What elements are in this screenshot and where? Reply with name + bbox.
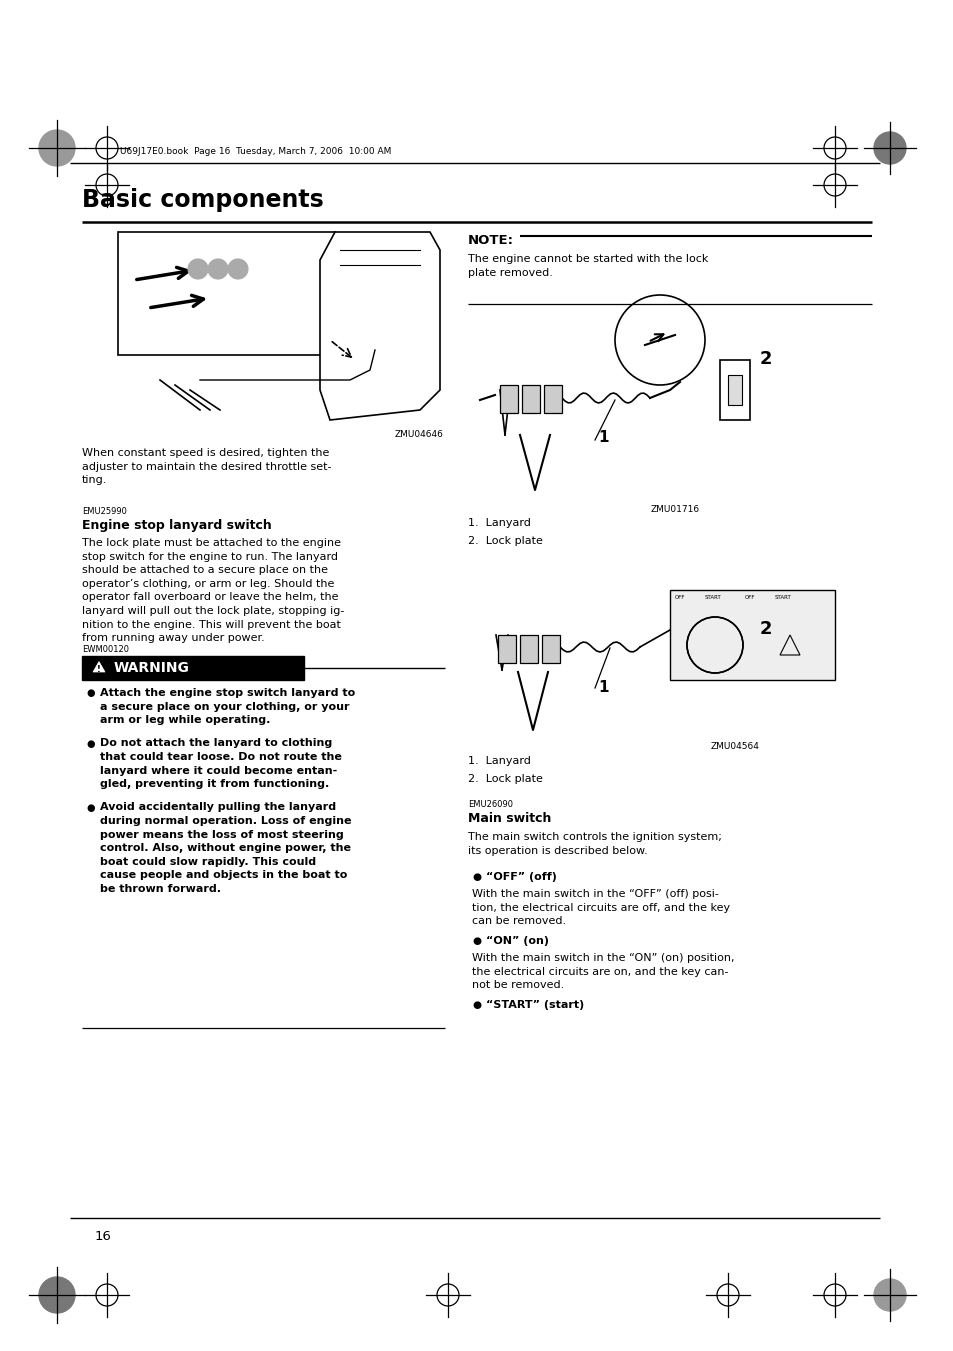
Text: ●: ● xyxy=(472,936,480,946)
Bar xyxy=(541,635,559,663)
Text: 1: 1 xyxy=(598,430,608,444)
Bar xyxy=(499,385,517,413)
Text: 2.  Lock plate: 2. Lock plate xyxy=(468,536,542,546)
Circle shape xyxy=(228,259,248,280)
Circle shape xyxy=(873,1279,905,1310)
Text: 2.  Lock plate: 2. Lock plate xyxy=(468,774,542,784)
Ellipse shape xyxy=(360,349,409,372)
Text: Do not attach the lanyard to clothing
that could tear loose. Do not route the
la: Do not attach the lanyard to clothing th… xyxy=(100,739,341,789)
Bar xyxy=(519,635,537,663)
Text: ●: ● xyxy=(86,802,94,812)
Bar xyxy=(543,385,561,413)
Text: NOTE:: NOTE: xyxy=(468,234,514,247)
Text: 2: 2 xyxy=(760,350,772,367)
Bar xyxy=(497,635,516,663)
Circle shape xyxy=(188,259,208,280)
Text: OFF: OFF xyxy=(744,594,755,600)
Text: START: START xyxy=(704,594,721,600)
Text: Engine stop lanyard switch: Engine stop lanyard switch xyxy=(82,519,272,532)
Polygon shape xyxy=(92,662,105,671)
Circle shape xyxy=(39,130,75,166)
Text: 1.  Lanyard: 1. Lanyard xyxy=(468,757,530,766)
Bar xyxy=(720,359,749,420)
Text: 2: 2 xyxy=(760,620,772,638)
Circle shape xyxy=(208,259,228,280)
Text: ZMU04646: ZMU04646 xyxy=(395,430,443,439)
Circle shape xyxy=(873,132,905,163)
Text: The lock plate must be attached to the engine
stop switch for the engine to run.: The lock plate must be attached to the e… xyxy=(82,538,344,643)
Text: U69J17E0.book  Page 16  Tuesday, March 7, 2006  10:00 AM: U69J17E0.book Page 16 Tuesday, March 7, … xyxy=(120,147,391,157)
Text: “OFF” (off): “OFF” (off) xyxy=(485,871,557,882)
Bar xyxy=(727,376,741,405)
Text: Basic components: Basic components xyxy=(82,188,323,212)
Text: ●: ● xyxy=(472,1000,480,1011)
Text: START: START xyxy=(774,594,791,600)
Text: ●: ● xyxy=(472,871,480,882)
Text: Attach the engine stop switch lanyard to
a secure place on your clothing, or you: Attach the engine stop switch lanyard to… xyxy=(100,688,355,725)
Circle shape xyxy=(39,1277,75,1313)
Bar xyxy=(82,657,304,680)
Polygon shape xyxy=(319,232,439,420)
Text: ZMU01716: ZMU01716 xyxy=(650,505,700,513)
Text: EWM00120: EWM00120 xyxy=(82,644,129,654)
Text: ●: ● xyxy=(86,688,94,698)
Text: “ON” (on): “ON” (on) xyxy=(485,936,548,946)
Text: With the main switch in the “OFF” (off) posi-
tion, the electrical circuits are : With the main switch in the “OFF” (off) … xyxy=(472,889,729,927)
Bar xyxy=(118,232,335,355)
Bar xyxy=(521,385,539,413)
Text: “START” (start): “START” (start) xyxy=(485,1000,583,1011)
Bar xyxy=(669,590,834,680)
Text: The engine cannot be started with the lock
plate removed.: The engine cannot be started with the lo… xyxy=(468,254,708,277)
Text: EMU26090: EMU26090 xyxy=(468,800,513,809)
Text: With the main switch in the “ON” (on) position,
the electrical circuits are on, : With the main switch in the “ON” (on) po… xyxy=(472,952,734,990)
Text: Main switch: Main switch xyxy=(468,812,551,825)
Text: 1.  Lanyard: 1. Lanyard xyxy=(468,517,530,528)
Text: OFF: OFF xyxy=(675,594,685,600)
Text: EMU25990: EMU25990 xyxy=(82,507,127,516)
Text: 16: 16 xyxy=(95,1229,112,1243)
Text: ●: ● xyxy=(86,739,94,748)
Text: WARNING: WARNING xyxy=(113,661,190,676)
Text: When constant speed is desired, tighten the
adjuster to maintain the desired thr: When constant speed is desired, tighten … xyxy=(82,449,331,485)
Text: Avoid accidentally pulling the lanyard
during normal operation. Loss of engine
p: Avoid accidentally pulling the lanyard d… xyxy=(100,802,351,894)
Text: ZMU04564: ZMU04564 xyxy=(710,742,760,751)
Text: The main switch controls the ignition system;
its operation is described below.: The main switch controls the ignition sy… xyxy=(468,832,721,855)
Text: !: ! xyxy=(97,665,101,674)
Text: 1: 1 xyxy=(598,680,608,694)
